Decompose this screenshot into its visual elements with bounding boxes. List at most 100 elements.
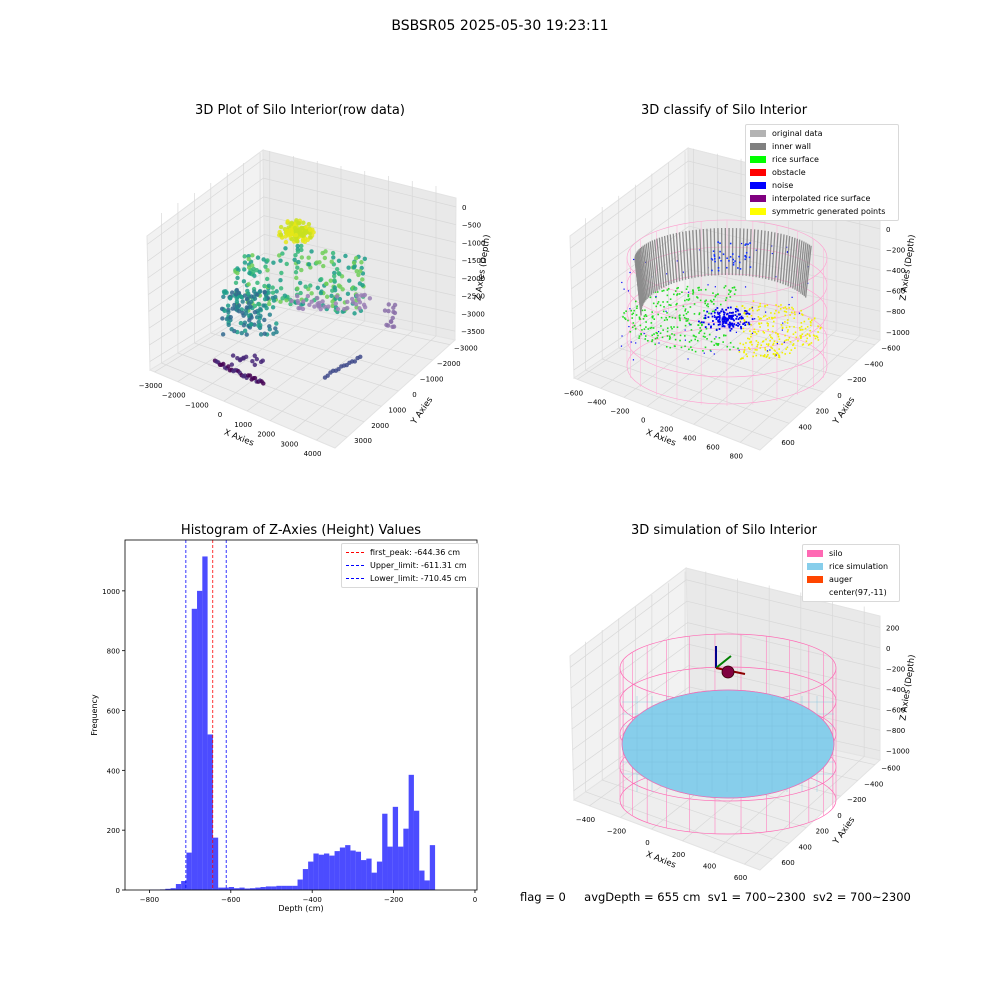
p2-symmetric-point <box>745 353 748 356</box>
p2-rice-point <box>668 304 671 306</box>
p2-rice-point <box>666 294 669 297</box>
p1-point <box>336 258 342 264</box>
panel4-title: 3D simulation of Silo Interior <box>631 523 817 538</box>
p2-noise-point <box>737 322 739 325</box>
p2-symmetric-point <box>758 318 761 320</box>
p2-rice-point <box>671 327 673 330</box>
p2-noise-point <box>719 250 721 253</box>
p2-inner-wall <box>661 236 667 287</box>
p2-rice-point <box>708 312 710 315</box>
p1-point <box>262 289 267 295</box>
p2-rice-point <box>687 295 690 298</box>
p4-ylabel: Y Axies <box>831 815 858 847</box>
p2-rice-point <box>687 311 689 313</box>
p2-rice-point <box>638 318 641 320</box>
legend-label: first_peak: -644.36 cm <box>370 548 461 557</box>
p1-point <box>257 302 262 307</box>
p2-noise-point <box>713 255 716 258</box>
p2-noise-point <box>718 313 721 315</box>
legend-swatch <box>750 195 766 202</box>
p2-noise-point <box>707 323 710 326</box>
p2-inner-wall <box>755 229 759 278</box>
p2-inner-wall <box>675 232 681 282</box>
p2-noise-point <box>729 256 732 258</box>
p1-point <box>391 309 396 315</box>
p2-symmetric-point <box>751 343 753 346</box>
p2-symmetric-point <box>781 326 784 329</box>
p1-point <box>233 292 239 297</box>
p2-noise-point <box>720 310 722 313</box>
p1-point <box>336 283 342 288</box>
p2-noise-point <box>712 250 715 253</box>
p2-symmetric-point <box>787 339 789 341</box>
p2-noise-point <box>732 311 734 314</box>
p1-point <box>220 316 225 321</box>
p2-symmetric-point <box>785 326 788 329</box>
p1-point <box>329 259 334 264</box>
p2-symmetric-point <box>776 351 778 354</box>
p2-inner-wall <box>765 231 770 280</box>
p2-symmetric-point <box>764 304 766 307</box>
p2-rice-point <box>686 319 689 322</box>
p4-ytick: 0 <box>837 812 841 820</box>
p2-rice-point <box>728 289 730 291</box>
p2-noise-point <box>732 314 735 317</box>
p2-rice-point <box>719 303 722 306</box>
p2-noise-point <box>722 310 725 313</box>
p2-rice-point <box>703 310 705 312</box>
p2-symmetric-point <box>743 320 746 323</box>
p2-symmetric-point <box>775 304 777 306</box>
p1-point <box>318 290 324 296</box>
p2-rice-point <box>688 341 691 343</box>
p1-point <box>235 355 240 361</box>
p1-point <box>287 232 293 237</box>
p2-inner-wall <box>784 235 791 286</box>
p1-point <box>328 278 333 283</box>
p2-symmetric-point <box>800 337 802 340</box>
p2-symmetric-point <box>770 336 772 338</box>
figure-title: BSBSR05 2025-05-30 19:23:11 <box>391 18 609 34</box>
p2-symmetric-point <box>792 343 795 345</box>
p2-rice-point <box>656 337 659 339</box>
p2-rice-point <box>634 300 637 303</box>
p2-noise-point <box>775 354 777 356</box>
p2-noise-point <box>735 331 738 333</box>
p2-symmetric-point <box>805 340 808 343</box>
p2-rice-point <box>717 344 719 346</box>
histogram-bar <box>212 837 219 890</box>
p2-rice-point <box>634 328 637 330</box>
p2-noise-point <box>687 291 690 293</box>
p2-rice-point <box>707 305 710 308</box>
p2-rice-point <box>706 338 708 340</box>
p1-point <box>238 320 244 326</box>
p2-noise-point <box>749 242 751 244</box>
p2-rice-point <box>690 346 692 348</box>
p2-inner-wall <box>638 249 646 302</box>
p2-rice-point <box>685 317 687 320</box>
p2-symmetric-point <box>767 324 769 327</box>
p2-symmetric-point <box>755 340 758 342</box>
p2-noise-point <box>629 271 631 274</box>
p2-rice-point <box>707 303 709 305</box>
p4-xtick: 600 <box>734 874 747 882</box>
p2-symmetric-point <box>752 300 755 302</box>
p2-noise-point <box>718 257 721 259</box>
p2-rice-point <box>731 287 734 289</box>
p2-rice-point <box>733 286 736 289</box>
p2-noise-point <box>728 316 730 318</box>
p2-inner-wall <box>637 250 645 304</box>
p1-point <box>292 257 297 263</box>
p2-ztick: −800 <box>886 308 905 316</box>
p1-point <box>324 294 330 299</box>
p2-noise-point <box>707 284 709 286</box>
p2-xgrid <box>600 305 718 389</box>
histogram-bar <box>170 888 176 890</box>
p1-ytick: 1000 <box>388 406 406 414</box>
panel1-axes: −3000−2000−100001000200030004000−3000−20… <box>139 149 493 458</box>
p2-inner-wall <box>647 242 655 294</box>
p2-symmetric-point <box>776 341 779 344</box>
p4-xtick: 400 <box>703 863 716 871</box>
p2-inner-wall <box>706 228 709 276</box>
p2-symmetric-point <box>768 357 771 359</box>
p1-point <box>309 291 314 296</box>
